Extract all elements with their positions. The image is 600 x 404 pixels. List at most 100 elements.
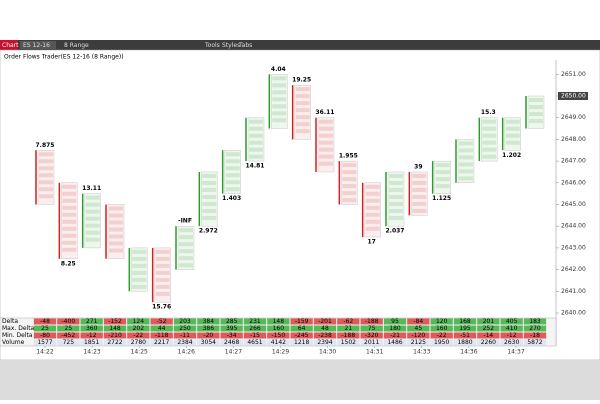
- table-cell: [430, 318, 453, 325]
- time-label: 14:37: [507, 349, 524, 356]
- price-label: 2648.00: [561, 136, 586, 143]
- level-cell: [109, 248, 123, 253]
- time-label: 14:27: [225, 349, 242, 356]
- table-cell: [313, 339, 337, 346]
- cell-value: 25: [41, 325, 49, 332]
- cell-value: -52: [157, 318, 167, 325]
- footprint: [131, 247, 148, 292]
- level-cell: [412, 201, 427, 206]
- table-cell: [453, 332, 477, 339]
- cell-value: 1218: [294, 339, 309, 346]
- level-cell: [529, 105, 543, 109]
- table-cell: [220, 332, 243, 339]
- level-cell: [529, 112, 543, 116]
- level-cell: [272, 104, 287, 109]
- level-cell: [202, 201, 217, 206]
- cell-value: 180: [389, 325, 401, 332]
- table-cell: [290, 325, 313, 332]
- cell-value: 195: [459, 325, 471, 332]
- level-cell: [459, 169, 473, 174]
- table-cell: [453, 318, 477, 325]
- table-cell: [430, 332, 453, 339]
- cell-value: -48: [40, 318, 50, 325]
- level-cell: [202, 194, 217, 199]
- table-cell: [453, 339, 477, 346]
- cell-value: 250: [179, 325, 191, 332]
- level-cell: [319, 154, 333, 159]
- level-cell: [412, 208, 427, 213]
- level-cell: [179, 263, 193, 268]
- bottom-bar: [0, 360, 600, 400]
- plot: 2640.00 2641.00 2642.00 2643.00 2644.00 2645.…: [0, 66, 588, 356]
- table-cell: [57, 332, 80, 339]
- level-cell: [39, 194, 53, 199]
- tab-label[interactable]: Chart: [2, 42, 19, 49]
- price-label: 2651.00: [561, 71, 586, 78]
- table-cell: [523, 318, 547, 325]
- level-cell: [389, 208, 403, 213]
- table-cell: [383, 325, 407, 332]
- bar-annotation: 1.403: [222, 195, 241, 202]
- level-cell: [132, 277, 147, 282]
- cell-value: -201: [318, 318, 332, 325]
- chart-tab[interactable]: [0, 40, 18, 50]
- menu[interactable]: Styles: [222, 42, 240, 49]
- level-cell: [459, 162, 473, 167]
- cell-value: 201: [483, 318, 495, 325]
- table-cell: [220, 339, 243, 346]
- table-cell: [33, 318, 57, 325]
- level-cell: [39, 180, 53, 185]
- bar-annotation: 8.25: [61, 260, 76, 267]
- table-cell: [80, 339, 103, 346]
- level-cell: [272, 111, 287, 116]
- menu[interactable]: Tabs: [238, 42, 252, 49]
- cell-value: 183: [529, 318, 541, 325]
- time-label: 14:26: [178, 349, 195, 356]
- level-cell: [319, 133, 333, 138]
- menu[interactable]: Tools: [204, 42, 220, 49]
- level-cell: [249, 133, 263, 138]
- table-cell: [173, 332, 197, 339]
- level-cell: [249, 126, 263, 131]
- cell-value: 395: [226, 325, 238, 332]
- instrument[interactable]: ES 12-16: [23, 42, 50, 49]
- footprint: [224, 150, 241, 194]
- level-cell: [62, 212, 77, 217]
- bar-annotation: 39: [414, 163, 422, 170]
- level-cell: [435, 163, 450, 168]
- instrument-box[interactable]: [20, 41, 56, 49]
- level-cell: [109, 234, 123, 239]
- level-cell: [85, 223, 100, 228]
- bar-annotation: 7.875: [36, 142, 55, 149]
- cell-value: 270: [529, 325, 541, 332]
- footprint: [411, 171, 428, 216]
- table-cell: [127, 332, 150, 339]
- cell-value: -188: [365, 318, 379, 325]
- level-cell: [62, 198, 77, 203]
- level-cell: [62, 226, 77, 231]
- bar-annotation: -INF: [178, 218, 192, 225]
- level-cell: [202, 215, 217, 220]
- bar-annotation: 1.202: [502, 152, 521, 159]
- period[interactable]: 8 Range: [64, 42, 89, 49]
- table-cell: [383, 332, 407, 339]
- level-cell: [62, 240, 77, 245]
- cell-value: -12: [87, 332, 97, 339]
- cell-value: 725: [63, 339, 75, 346]
- level-cell: [529, 98, 543, 102]
- price-label: 2647.00: [561, 158, 586, 165]
- level-cell: [225, 180, 240, 185]
- level-cell: [295, 87, 310, 92]
- level-cell: [435, 184, 450, 189]
- table-cell: [290, 339, 313, 346]
- cell-value: 148: [109, 325, 121, 332]
- table-cell: [103, 325, 127, 332]
- level-cell: [155, 263, 170, 268]
- cell-value: -14: [483, 332, 493, 339]
- level-cell: [85, 202, 100, 207]
- table-cell: [150, 339, 173, 346]
- level-cell: [109, 206, 123, 211]
- time-label: 14:30: [319, 349, 336, 356]
- bar-annotation: 4.04: [271, 66, 286, 73]
- time-label: 14:31: [366, 349, 383, 356]
